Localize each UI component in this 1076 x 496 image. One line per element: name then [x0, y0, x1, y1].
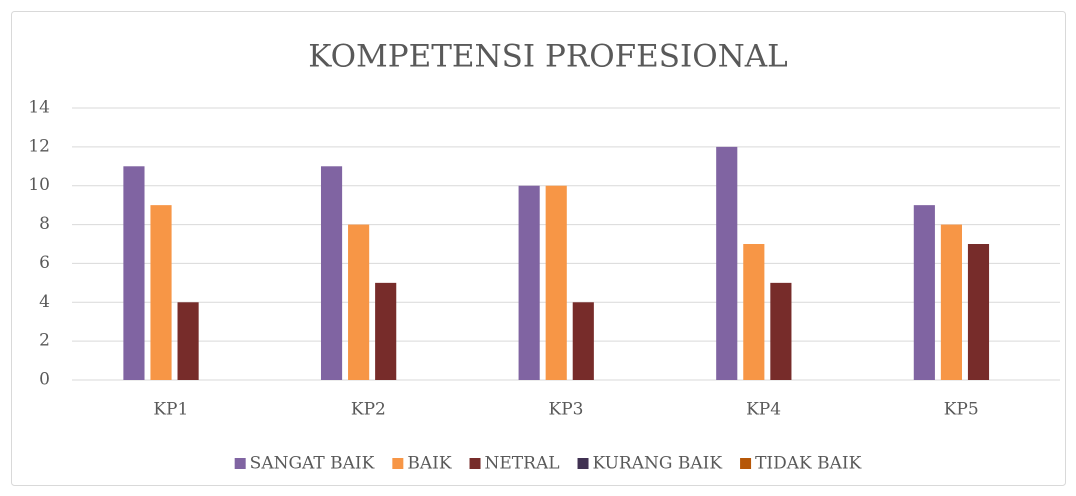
legend-label: KURANG BAIK [593, 454, 723, 474]
y-tick-label: 6 [39, 253, 50, 273]
x-tick-label: KP3 [549, 400, 584, 420]
bar [518, 185, 540, 380]
y-tick-label: 10 [28, 175, 50, 195]
y-tick-label: 8 [39, 214, 50, 234]
bar [150, 205, 172, 380]
legend-swatch [234, 458, 246, 469]
legend-swatch [469, 458, 481, 469]
bar [940, 224, 962, 380]
bar [348, 224, 370, 380]
bar [123, 166, 145, 380]
bar [913, 205, 935, 380]
y-tick-label: 12 [28, 136, 50, 156]
y-tick-label: 4 [39, 292, 50, 312]
legend-swatch [577, 458, 589, 469]
legend-label: NETRAL [485, 454, 560, 474]
bar [743, 244, 765, 380]
y-tick-label: 14 [28, 98, 50, 118]
bar [572, 302, 594, 380]
bar [177, 302, 199, 380]
bar [320, 166, 343, 380]
x-tick-label: KP5 [944, 400, 979, 420]
legend-swatch [392, 458, 404, 469]
legend-swatch [740, 458, 752, 469]
bar [770, 282, 792, 380]
bar [545, 185, 567, 380]
legend-label: TIDAK BAIK [755, 454, 862, 474]
legend-label: SANGAT BAIK [250, 454, 375, 474]
x-tick-label: KP2 [351, 400, 386, 420]
y-tick-label: 2 [39, 331, 50, 351]
bar [375, 282, 397, 380]
x-tick-label: KP1 [153, 400, 188, 420]
x-tick-label: KP4 [746, 400, 781, 420]
bar [716, 146, 738, 380]
y-tick-label: 0 [39, 370, 50, 390]
bar [967, 244, 990, 380]
chart-title: KOMPETENSI PROFESIONAL [308, 39, 788, 75]
legend-label: BAIK [407, 454, 451, 474]
